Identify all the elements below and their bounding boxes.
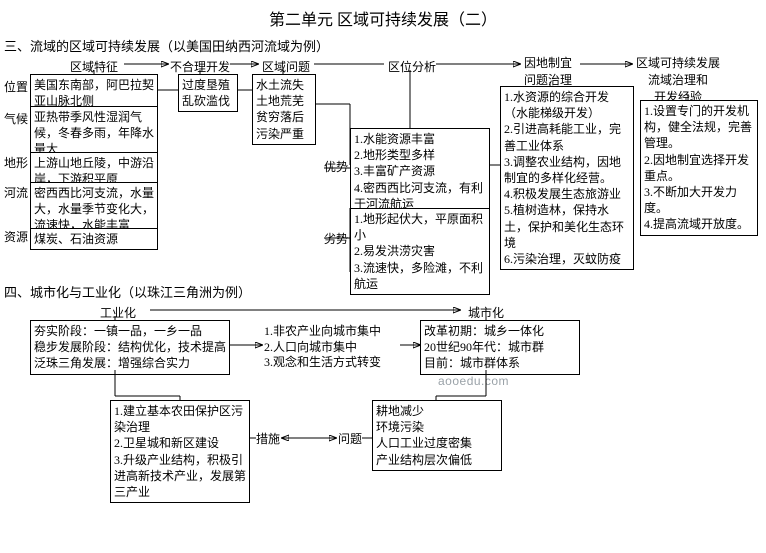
row-terrain: 地形 xyxy=(4,156,28,172)
box-urban-stages: 改革初期：城乡一体化 20世纪90年代：城市群 目前：城市群体系 xyxy=(420,320,580,375)
row-climate: 气候 xyxy=(4,112,28,128)
watermark: aooedu.com xyxy=(438,374,509,388)
row-position: 位置 xyxy=(4,80,28,96)
col-teach: 因地制宜 问题治理 xyxy=(524,54,572,88)
box-advantages: 1.水能资源丰富 2.地形类型多样 3.丰富矿产资源 4.密西西比河支流，有利于… xyxy=(350,128,490,215)
label-disadvantages: 劣势 xyxy=(324,232,348,248)
col-result: 区域可持续发展 流域治理和 开发经验 xyxy=(636,54,720,105)
box-disadvantages: 1.地形起伏大，平原面积小 2.易发洪涝灾害 3.流速快，多险滩，不利航运 xyxy=(350,208,490,295)
box-measures4: 1.建立基本农田保护区污染治理 2.卫星城和新区建设 3.升级产业结构，积极引进… xyxy=(110,400,250,503)
col-location-analysis: 区位分析 xyxy=(388,58,436,75)
col-unreasonable: 不合理开发 xyxy=(170,58,230,75)
box-unreasonable: 过度垦殖 乱砍滥伐 xyxy=(178,74,238,112)
box-industrial-stages: 夯实阶段：一镇一品，一乡一品 稳步发展阶段：结构优化，技术提高 泛珠三角发展：增… xyxy=(30,320,230,375)
mid-list: 1.非农产业向城市集中 2.人口向城市集中 3.观念和生活方式转变 xyxy=(264,324,414,371)
col-industrial: 工业化 xyxy=(100,304,136,321)
label-problems4: 问题 xyxy=(338,432,362,448)
box-resource: 煤炭、石油资源 xyxy=(30,228,158,250)
section4-heading: 四、城市化与工业化（以珠江三角洲为例） xyxy=(4,282,251,301)
row-river: 河流 xyxy=(4,186,28,202)
label-measures4: 措施 xyxy=(256,432,280,448)
col-urban: 城市化 xyxy=(468,304,504,321)
label-advantages: 优势 xyxy=(324,160,348,176)
box-problems4: 耕地减少 环境污染 人口工业过度密集 产业结构层次偏低 xyxy=(372,400,502,471)
box-measures: 1.水资源的综合开发（水能梯级开发） 2.引进高耗能工业，完善工业体系 3.调整… xyxy=(500,86,634,270)
row-resource: 资源 xyxy=(4,230,28,246)
page-title: 第二单元 区域可持续发展（二） xyxy=(0,0,766,30)
box-experience: 1.设置专门的开发机构，健全法规，完善管理。 2.因地制宜选择开发重点。 3.不… xyxy=(640,100,758,236)
section3-heading: 三、流域的区域可持续发展（以美国田纳西河流域为例） xyxy=(4,36,329,55)
col-problems: 区域问题 xyxy=(262,58,310,75)
box-problems: 水土流失 土地荒芜 贫穷落后 污染严重 xyxy=(252,74,316,145)
col-features: 区域特征 xyxy=(70,58,118,75)
